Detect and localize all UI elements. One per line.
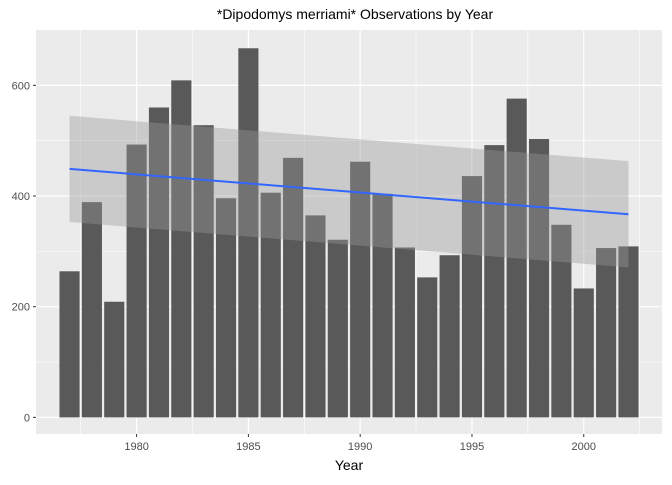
y-tick-label: 0 — [24, 412, 30, 424]
bar-1981 — [148, 107, 170, 418]
axes-group: 0 200 400 600 1980 1985 1990 1995 2000 — [12, 80, 596, 453]
x-axis-label: Year — [335, 457, 364, 473]
plot-panel-group — [36, 30, 662, 434]
bar-1988 — [305, 215, 326, 418]
bar-1983 — [193, 125, 214, 418]
y-tick-label: 400 — [12, 191, 30, 203]
bar-1978 — [81, 202, 102, 418]
bar-1997 — [506, 98, 527, 418]
chart-title: *Dipodomys merriami* Observations by Yea… — [217, 6, 494, 22]
bar-2000 — [573, 288, 594, 418]
bar-1980 — [126, 144, 147, 418]
bar-1989 — [327, 239, 348, 418]
x-tick-label: 1980 — [124, 441, 148, 453]
x-tick-label: 1995 — [460, 441, 484, 453]
x-tick-label: 1985 — [236, 441, 260, 453]
bar-1999 — [551, 224, 572, 418]
bar-1985 — [238, 48, 259, 418]
bar-1977 — [59, 271, 80, 418]
y-tick-label: 200 — [12, 302, 30, 314]
bar-1996 — [484, 145, 505, 418]
bar-1991 — [372, 193, 393, 418]
bar-1984 — [215, 198, 237, 418]
bar-1986 — [260, 192, 281, 418]
bar-1992 — [394, 247, 415, 418]
bar-1979 — [104, 301, 125, 418]
trend-line — [69, 167, 629, 216]
x-tick-label: 1990 — [348, 441, 372, 453]
bar-1987 — [283, 157, 304, 418]
bar-1982 — [171, 80, 192, 418]
bar-2001 — [596, 248, 617, 418]
bar-1995 — [461, 176, 483, 418]
y-tick-label: 600 — [12, 80, 30, 92]
x-tick-label: 2000 — [572, 441, 596, 453]
bar-1998 — [528, 139, 550, 418]
bar-1990 — [350, 161, 371, 418]
bar-1994 — [439, 255, 460, 418]
bar-2002 — [618, 246, 639, 418]
bar-1993 — [417, 277, 438, 418]
